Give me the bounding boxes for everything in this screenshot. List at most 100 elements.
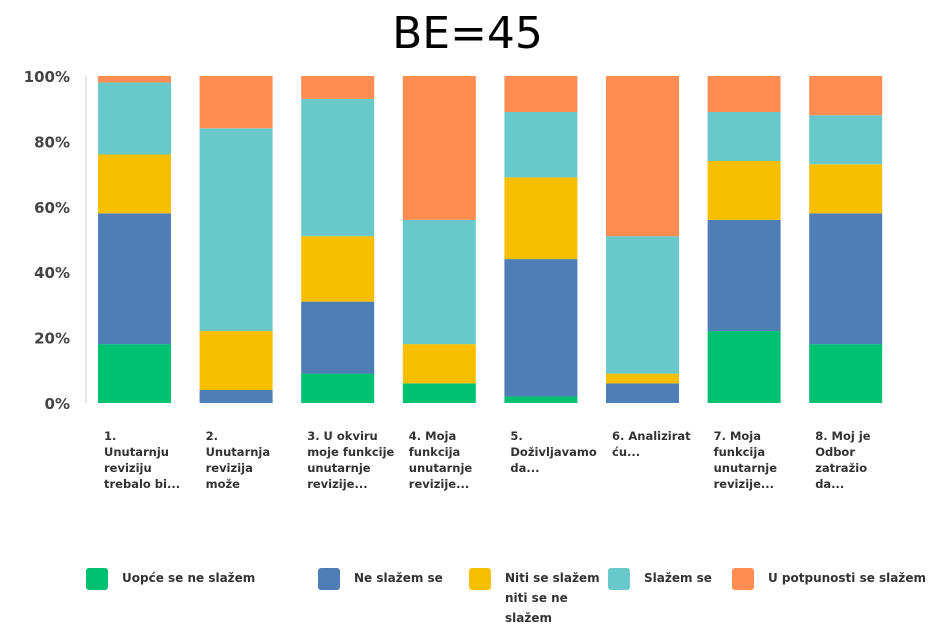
bar-segment: [402, 76, 476, 220]
x-tick-label: 7. Moja funkcija unutarnje revizije...: [714, 428, 804, 492]
bar-segment: [504, 76, 578, 112]
bar-segment: [98, 213, 171, 345]
legend-label-line: niti se ne: [505, 591, 568, 605]
bar-segment: [809, 164, 883, 214]
legend-label: Uopće se ne slažem: [122, 568, 255, 588]
chart-legend: Uopće se ne slažem Ne slažem se Niti se sl…: [0, 560, 935, 625]
x-tick-label-line: ću...: [612, 445, 641, 459]
x-tick-label-line: 8. Moj je: [815, 429, 871, 443]
bar-segment: [98, 76, 171, 83]
bar-segment: [606, 76, 679, 237]
x-tick-label-line: revizije...: [408, 477, 470, 491]
x-tick-label-line: unutarnje: [307, 461, 371, 475]
x-tick-label-line: da...: [815, 477, 845, 491]
x-tick-label-line: revizije...: [713, 477, 774, 491]
legend-swatch: [608, 568, 630, 590]
bar-segment: [606, 236, 679, 374]
bar-segment: [98, 344, 171, 403]
x-tick-label-line: trebalo bi...: [104, 477, 181, 491]
x-tick-label-line: moje funkcije: [307, 445, 395, 459]
x-tick-label: 8. Moj je Odbor zatražio da...: [815, 428, 905, 492]
bar-segment: [301, 98, 375, 237]
bar-segment: [809, 213, 883, 345]
bar-segment: [809, 344, 883, 403]
x-tick-label-line: 7. Moja: [713, 429, 762, 443]
x-tick-label-line: 6. Analizirat: [612, 429, 691, 443]
y-tick-label: 20%: [34, 330, 70, 348]
bar-segment: [504, 111, 578, 178]
x-tick-label-line: revizija: [205, 461, 253, 475]
legend-item: U potpunosti se slažem: [732, 568, 926, 590]
x-tick-label-line: 1.: [104, 429, 117, 443]
legend-label-line: Ne slažem se: [354, 571, 443, 585]
x-tick-label-line: 5.: [510, 429, 523, 443]
bar-segment: [606, 373, 679, 384]
legend-label: Niti se slažem niti se ne slažem: [505, 568, 600, 628]
bar-segment: [707, 331, 781, 403]
x-tick-label-line: Doživljavamo: [510, 445, 597, 459]
legend-label-line: U potpunosti se slažem: [768, 571, 927, 585]
legend-label: Ne slažem se: [354, 568, 443, 588]
x-tick-label-line: može: [205, 477, 240, 491]
bar-segment: [402, 383, 476, 403]
legend-label-line: Slažem se: [644, 571, 712, 585]
bar-segment: [707, 161, 781, 220]
legend-label: U potpunosti se slažem: [768, 568, 926, 588]
bar-segment: [504, 259, 578, 397]
legend-swatch: [86, 568, 108, 590]
bar-segment: [199, 76, 273, 129]
x-tick-label-line: funkcija: [408, 445, 461, 459]
x-tick-label-line: zatražio: [815, 461, 868, 475]
bar-segment: [301, 301, 375, 374]
x-tick-label: 2. Unutarnja revizija može: [206, 428, 296, 492]
x-tick-label-line: da...: [510, 461, 540, 475]
legend-label-line: Uopće se ne slažem: [122, 571, 256, 585]
bar-segment: [809, 115, 883, 165]
y-tick-label: 40%: [34, 264, 70, 282]
y-tick-label: 0%: [45, 395, 70, 413]
x-tick-label-line: Unutarnju: [104, 445, 169, 459]
x-tick-label-line: Odbor: [815, 445, 855, 459]
x-tick-label: 4. Moja funkcija unutarnje revizije...: [409, 428, 499, 492]
bar-segment: [199, 128, 273, 332]
bar-segment: [606, 383, 679, 403]
bar-segment: [504, 396, 578, 403]
x-tick-label: 5. Doživljavamo da...: [510, 428, 600, 476]
chart-title: BE=45: [392, 8, 543, 59]
x-tick-label-line: unutarnje: [408, 461, 473, 475]
x-tick-label-line: Unutarnja: [205, 445, 271, 459]
bar-segment: [402, 344, 476, 384]
bar-segment: [402, 219, 476, 345]
y-tick-label: 100%: [24, 68, 70, 86]
bar-segment: [301, 236, 375, 302]
bar-segment: [199, 331, 273, 390]
x-tick-label: 6. Analizirat ću...: [612, 428, 702, 460]
bar-segment: [809, 76, 883, 116]
legend-label: Slažem se: [644, 568, 712, 588]
x-tick-label-line: unutarnje: [713, 461, 778, 475]
x-tick-label-line: revizije...: [307, 477, 368, 491]
bar-segment: [98, 82, 171, 155]
x-tick-label: 3. U okviru moje funkcije unutarnje revizij…: [307, 428, 397, 492]
legend-item: Ne slažem se: [318, 568, 443, 590]
legend-swatch: [469, 568, 491, 590]
legend-swatch: [318, 568, 340, 590]
x-tick-label-line: 4. Moja: [408, 429, 457, 443]
x-tick-label: 1. Unutarnju reviziju trebalo bi...: [104, 428, 194, 492]
bar-segment: [301, 373, 375, 403]
bar-segment: [707, 76, 781, 112]
y-tick-label: 60%: [34, 199, 70, 217]
x-tick-label-line: 2.: [205, 429, 218, 443]
bar-segment: [707, 219, 781, 332]
bar-segment: [504, 177, 578, 260]
legend-item: Niti se slažem niti se ne slažem: [469, 568, 600, 628]
bar-segment: [98, 154, 171, 214]
legend-label-line: slažem: [505, 611, 552, 625]
y-tick-label: 80%: [34, 133, 70, 151]
legend-swatch: [732, 568, 754, 590]
legend-label-line: Niti se slažem: [505, 571, 600, 585]
x-tick-label-line: funkcija: [713, 445, 766, 459]
bar-segment: [301, 76, 375, 99]
stacked-bar-chart: 0% 20% 40% 60% 80% 100%: [24, 68, 883, 413]
legend-item: Slažem se: [608, 568, 712, 590]
